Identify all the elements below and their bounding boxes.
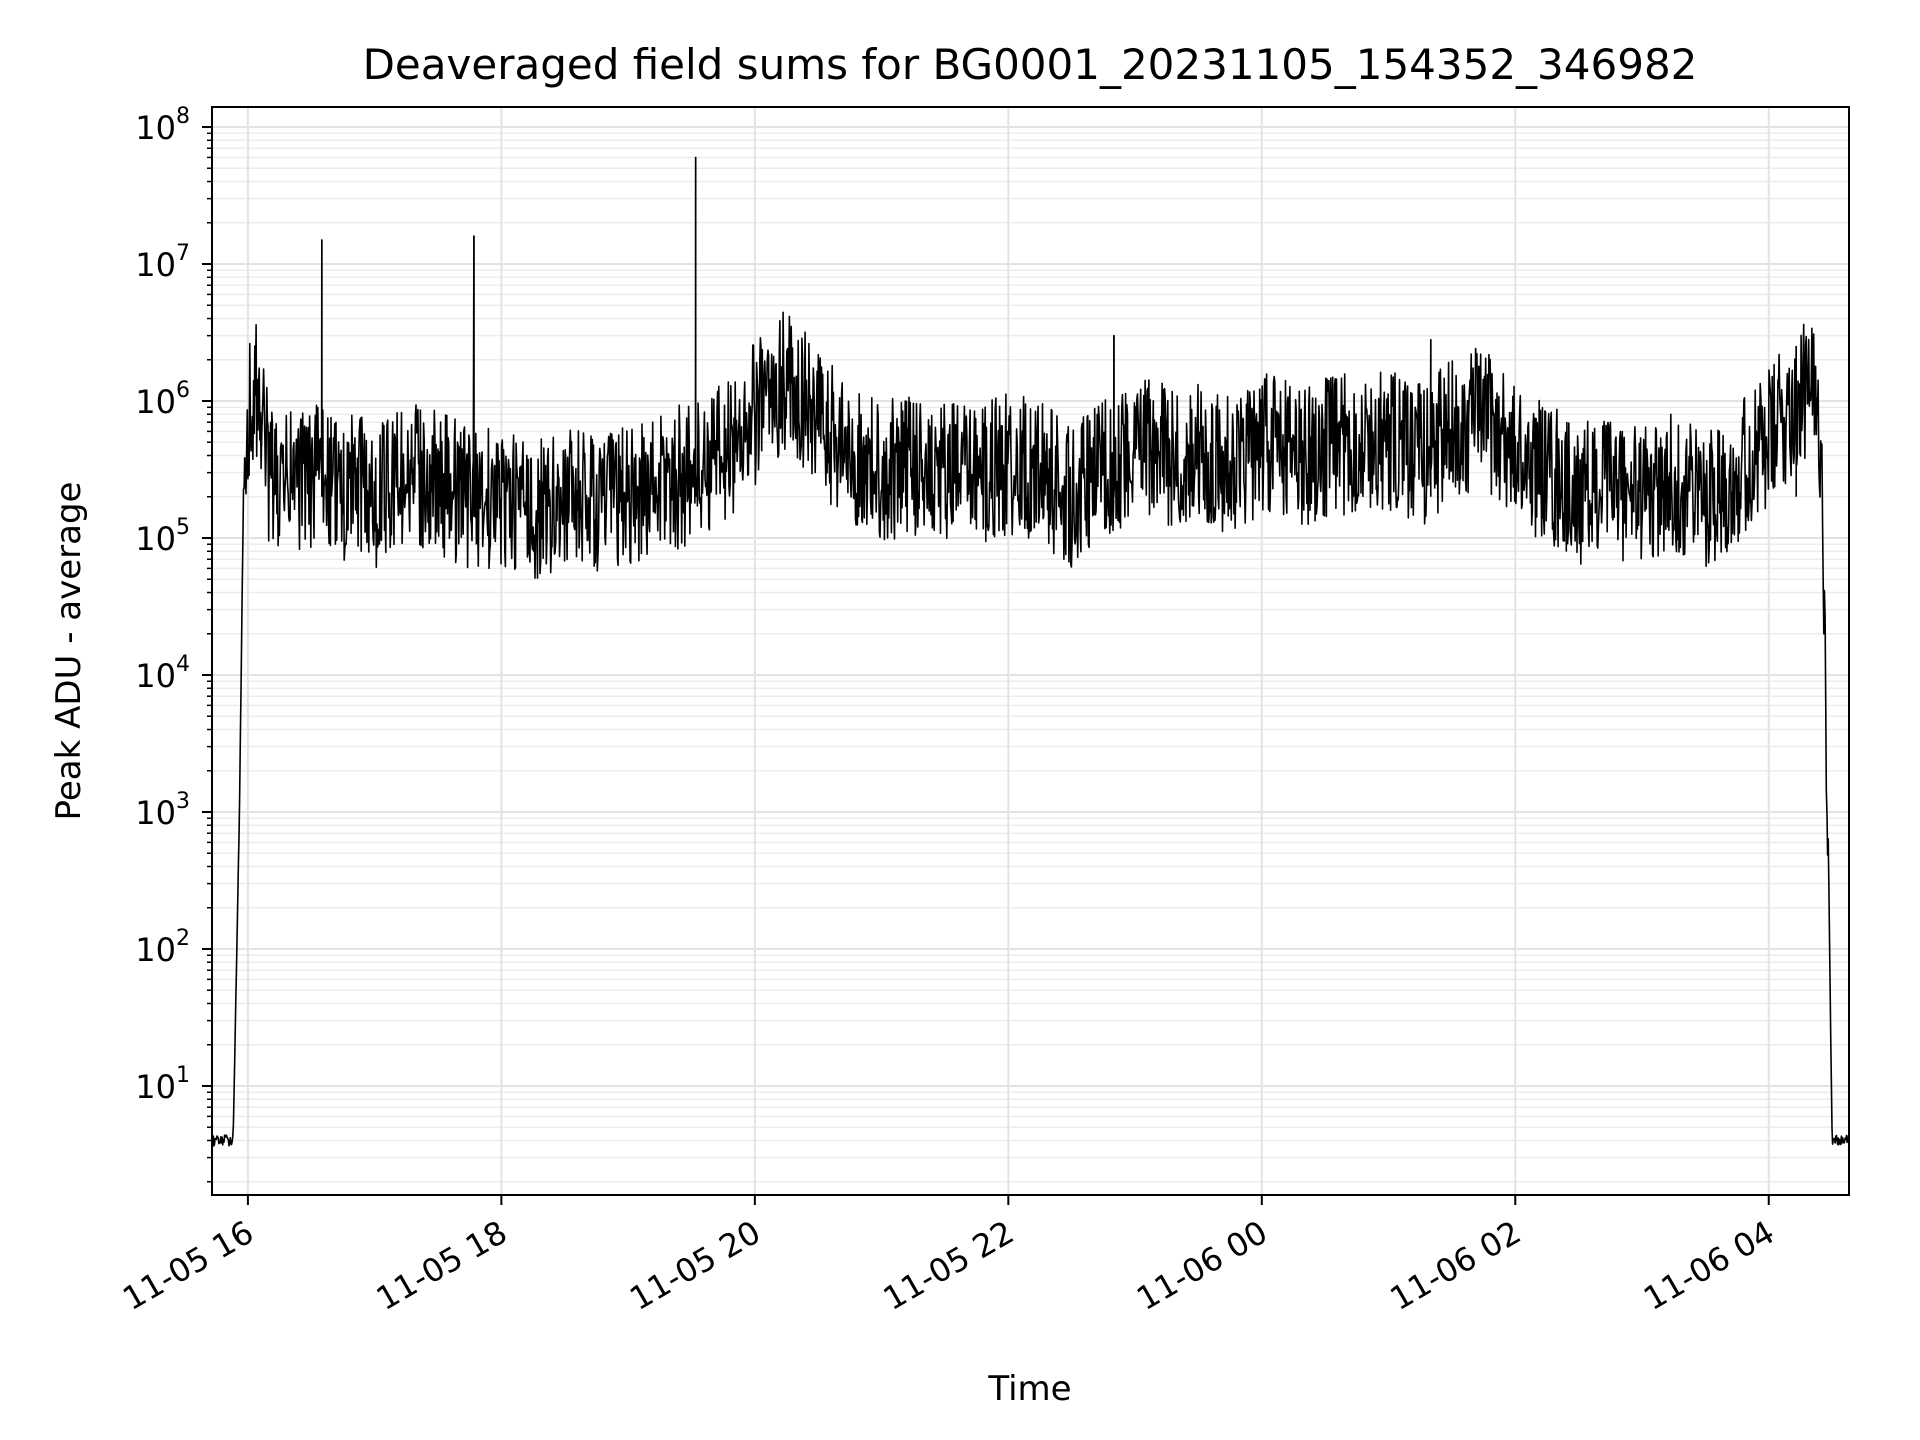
- y-tick-exponent: 3: [176, 789, 190, 814]
- y-tick-exponent: 1: [176, 1063, 190, 1088]
- y-tick-label: 105: [135, 515, 190, 558]
- plot-area: [211, 156, 1850, 1147]
- y-tick-exponent: 8: [176, 104, 190, 129]
- y-tick-base: 10: [135, 657, 176, 695]
- y-tick-label: 103: [135, 789, 190, 832]
- chart-title: Deaveraged field sums for BG0001_2023110…: [363, 40, 1698, 89]
- y-tick-base: 10: [135, 383, 176, 421]
- y-tick-base: 10: [135, 520, 176, 558]
- grid: [212, 107, 1849, 1195]
- x-axis-label: Time: [987, 1369, 1071, 1409]
- y-tick-base: 10: [135, 246, 176, 284]
- y-tick-label: 104: [135, 652, 190, 695]
- y-axis-label: Peak ADU - average: [49, 482, 89, 821]
- axes-frame: [211, 106, 1850, 1196]
- y-tick-base: 10: [135, 1068, 176, 1106]
- y-tick-exponent: 2: [176, 926, 190, 951]
- y-tick-label: 107: [135, 241, 190, 284]
- y-tick-label: 102: [135, 926, 190, 969]
- y-tick-base: 10: [135, 109, 176, 147]
- y-tick-exponent: 6: [176, 378, 190, 403]
- y-tick-exponent: 5: [176, 515, 190, 540]
- y-tick-base: 10: [135, 931, 176, 969]
- series-line: [211, 156, 1850, 1147]
- y-tick-label: 101: [135, 1063, 190, 1106]
- y-tick-label: 106: [135, 378, 190, 421]
- y-tick-base: 10: [135, 794, 176, 832]
- y-tick-exponent: 4: [176, 652, 190, 677]
- y-tick-label: 108: [135, 104, 190, 147]
- y-tick-exponent: 7: [176, 241, 190, 266]
